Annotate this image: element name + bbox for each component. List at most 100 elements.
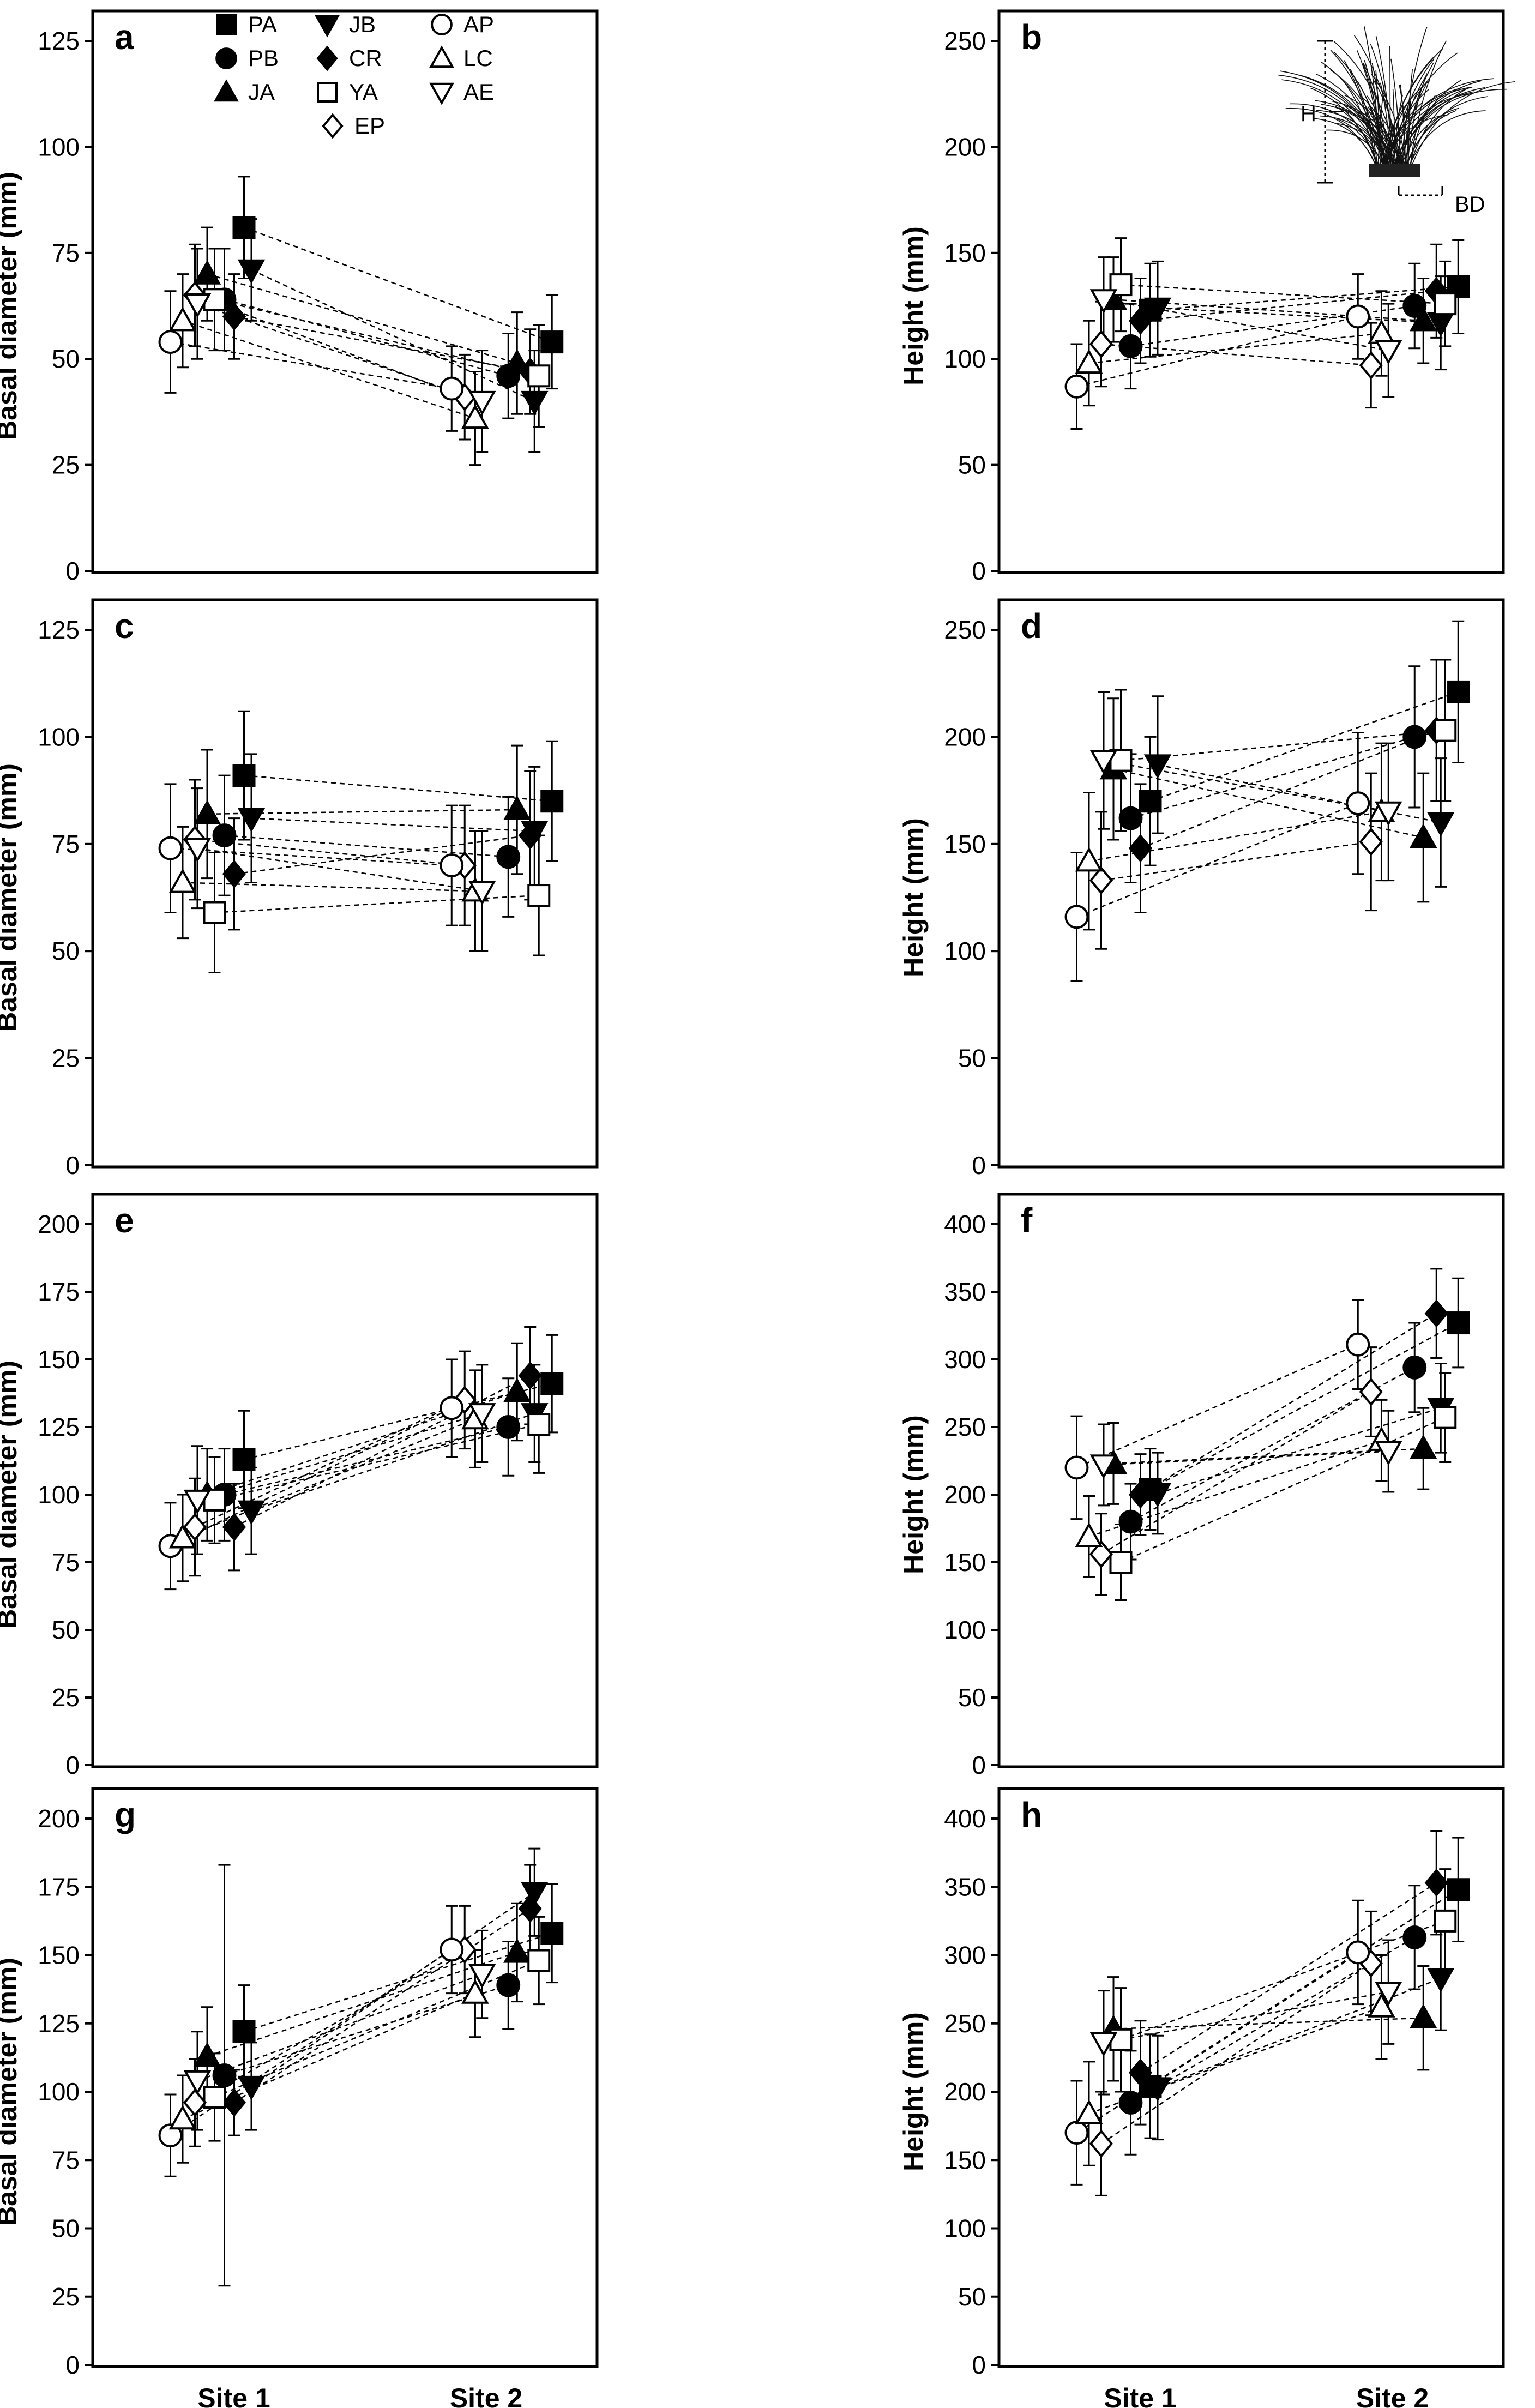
connector-PB bbox=[1130, 736, 1415, 819]
point-JA bbox=[1409, 1434, 1437, 1459]
connector-CR bbox=[234, 834, 531, 875]
connector-PA bbox=[244, 1383, 552, 1460]
point-CR bbox=[518, 1361, 542, 1390]
y-tick-label: 50 bbox=[52, 2214, 80, 2243]
y-axis-title: Basal diameter (mm) bbox=[0, 1958, 22, 2226]
y-tick-label: 350 bbox=[944, 1278, 986, 1306]
point-YA bbox=[1434, 1909, 1457, 1933]
point-AP bbox=[158, 330, 183, 354]
point-YA bbox=[203, 2086, 226, 2109]
y-tick-label: 0 bbox=[972, 1151, 986, 1179]
y-tick-label: 100 bbox=[944, 345, 986, 373]
point-AE bbox=[1374, 1982, 1402, 2007]
panel-frame bbox=[997, 9, 1505, 574]
point-CR bbox=[518, 821, 542, 850]
panel-letter: f bbox=[1021, 1201, 1033, 1240]
connector-JB bbox=[1157, 1977, 1441, 2088]
point-AE bbox=[1089, 750, 1118, 775]
connector-EP bbox=[1101, 841, 1371, 881]
point-AP bbox=[1346, 304, 1370, 329]
connector-JB bbox=[1157, 1407, 1441, 1494]
panel-frame bbox=[91, 1787, 599, 2368]
y-tick-label: 150 bbox=[944, 239, 986, 267]
connector-YA bbox=[214, 1423, 539, 1501]
grass-blade bbox=[1363, 62, 1392, 175]
point-AP bbox=[1064, 374, 1089, 399]
point-PA bbox=[232, 2020, 256, 2043]
connector-EP bbox=[195, 839, 465, 866]
point-LC bbox=[1368, 1992, 1395, 2018]
grass-blade bbox=[1281, 79, 1389, 175]
connector-AP bbox=[1076, 316, 1358, 387]
connector-JA bbox=[207, 1391, 517, 1496]
category-label: Site 2 bbox=[450, 2383, 522, 2408]
point-PA bbox=[540, 790, 564, 813]
connector-PB bbox=[224, 299, 509, 377]
grass-blade bbox=[1406, 69, 1413, 175]
point-AP bbox=[440, 376, 464, 401]
point-AP bbox=[1064, 2121, 1089, 2145]
y-tick-label: 100 bbox=[38, 723, 80, 751]
y-tick-label: 50 bbox=[52, 1616, 80, 1644]
panel-frame bbox=[91, 1193, 599, 1768]
point-CR bbox=[1128, 1480, 1153, 1509]
legend-label-PA: PA bbox=[248, 11, 277, 37]
y-tick-label: 200 bbox=[38, 1210, 80, 1238]
point-AE bbox=[1089, 1454, 1118, 1479]
point-YA bbox=[1109, 1551, 1133, 1574]
point-EP bbox=[183, 1513, 207, 1542]
grass-blade bbox=[1408, 81, 1515, 175]
y-tick-label: 50 bbox=[52, 345, 80, 373]
point-CR bbox=[222, 859, 246, 888]
point-EP bbox=[1359, 1377, 1383, 1406]
point-JA bbox=[1409, 306, 1437, 332]
connectors bbox=[170, 226, 552, 419]
y-tick-label: 250 bbox=[944, 1413, 986, 1441]
legend-label-PB: PB bbox=[248, 45, 279, 71]
point-LC bbox=[1075, 2099, 1103, 2124]
y-axis-title: Height (mm) bbox=[898, 2012, 929, 2171]
point-AP bbox=[1346, 1332, 1370, 1357]
connector-JB bbox=[1157, 307, 1441, 324]
error-bars bbox=[164, 1326, 558, 1591]
connector-YA bbox=[214, 1960, 539, 2098]
point-PA bbox=[1447, 1878, 1470, 1901]
point-PB bbox=[496, 1973, 521, 1997]
point-AE bbox=[468, 1964, 496, 1989]
point-JA bbox=[1409, 823, 1437, 848]
point-JA bbox=[193, 799, 221, 824]
connector-PA bbox=[244, 1933, 552, 2032]
y-tick-label: 50 bbox=[958, 451, 986, 479]
markers bbox=[1064, 680, 1470, 929]
y-tick-label: 125 bbox=[38, 27, 80, 55]
y-tick-label: 0 bbox=[65, 1751, 80, 1779]
point-YA bbox=[1434, 719, 1457, 742]
y-tick-label: 100 bbox=[944, 2214, 986, 2243]
grass-blade bbox=[1389, 58, 1435, 175]
connectors bbox=[1076, 1313, 1459, 1563]
y-tick-label: 150 bbox=[944, 830, 986, 858]
legend-label-JA: JA bbox=[248, 79, 275, 105]
connector-JA bbox=[1113, 2017, 1424, 2030]
point-JB bbox=[1143, 2077, 1172, 2102]
panel-h: 0 50 100 150 200 250 300 350 400 Height (mm) h Site… bbox=[898, 1787, 1505, 2408]
markers bbox=[1064, 273, 1470, 399]
point-PB bbox=[1118, 334, 1143, 358]
connectors bbox=[170, 1375, 552, 1547]
markers bbox=[1064, 1299, 1470, 1574]
y-axis-title: Height (mm) bbox=[898, 1415, 929, 1574]
y-tick-label: 150 bbox=[38, 1941, 80, 1970]
point-AP bbox=[1064, 1455, 1089, 1480]
point-CR bbox=[1128, 2058, 1153, 2087]
y-tick-label: 100 bbox=[38, 1480, 80, 1509]
legend-marker-LC bbox=[429, 45, 454, 68]
point-JB bbox=[520, 1882, 549, 1907]
markers bbox=[158, 1361, 564, 1558]
point-AP bbox=[440, 853, 464, 878]
y-axis-title: Height (mm) bbox=[898, 226, 929, 386]
point-AE bbox=[183, 2070, 212, 2095]
y-tick-label: 25 bbox=[52, 1683, 80, 1712]
y-tick-label: 75 bbox=[52, 830, 80, 858]
point-PA bbox=[1139, 790, 1162, 813]
point-YA bbox=[527, 364, 551, 388]
